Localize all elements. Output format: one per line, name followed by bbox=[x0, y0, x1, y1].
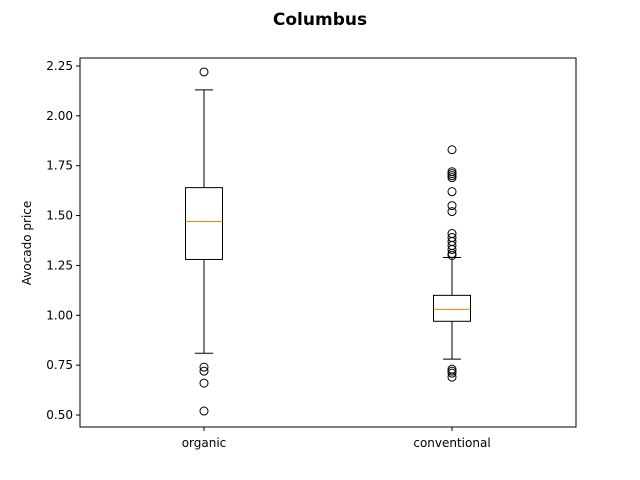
outlier-point bbox=[199, 67, 209, 77]
outlier-point bbox=[447, 244, 457, 254]
outlier-point bbox=[447, 207, 457, 217]
outlier-point bbox=[199, 362, 209, 372]
outlier-point bbox=[447, 145, 457, 155]
outlier-point bbox=[447, 368, 457, 378]
outlier-point bbox=[447, 173, 457, 183]
outlier-point bbox=[447, 250, 457, 260]
chart-title: Columbus bbox=[273, 10, 367, 30]
outlier-point bbox=[447, 372, 457, 382]
y-tick-label: 2.25 bbox=[46, 59, 73, 73]
y-tick-label: 1.75 bbox=[46, 159, 73, 173]
x-tick-label: conventional bbox=[413, 436, 490, 450]
y-tick-label: 2.00 bbox=[46, 109, 73, 123]
y-tick-label: 1.25 bbox=[46, 258, 73, 272]
outlier-point bbox=[447, 201, 457, 211]
y-tick-label: 0.75 bbox=[46, 358, 73, 372]
outlier-point bbox=[199, 406, 209, 416]
outlier-point bbox=[199, 366, 209, 376]
y-tick-label: 1.00 bbox=[46, 308, 73, 322]
x-tick-label: organic bbox=[182, 436, 227, 450]
y-tick-label: 1.50 bbox=[46, 209, 73, 223]
box-organic bbox=[185, 187, 223, 260]
box-conventional bbox=[433, 294, 471, 322]
outlier-point bbox=[199, 378, 209, 388]
y-axis-label: Avocado price bbox=[20, 201, 34, 286]
outlier-point bbox=[447, 187, 457, 197]
y-tick-label: 0.50 bbox=[46, 408, 73, 422]
plot-frame bbox=[79, 57, 577, 428]
plot-area: 0.50 0.75 1.00 1.25 1.50 1.75 2.00 2.25 organic c… bbox=[46, 57, 577, 450]
